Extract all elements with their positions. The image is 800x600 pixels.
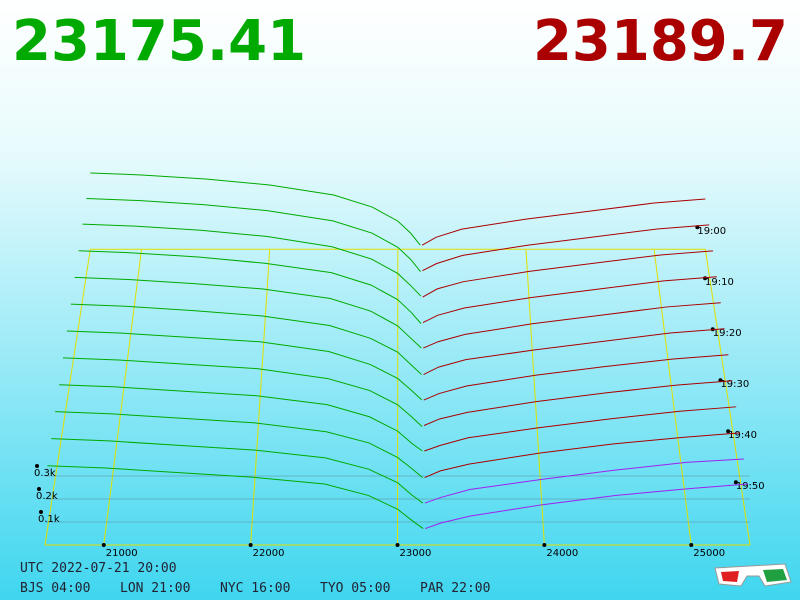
time-tick-label: 19:30 (720, 379, 749, 390)
x-tick-dot (395, 543, 400, 547)
grid-line (250, 249, 271, 546)
bid-depth-line (47, 465, 424, 529)
ask-depth-line (423, 328, 725, 376)
ask-depth-line (424, 432, 741, 479)
green-lens (763, 569, 787, 582)
glasses-button[interactable] (714, 563, 792, 587)
y-tick-dot (39, 510, 43, 514)
bid-price: 23175.41 (12, 9, 306, 74)
bid-depth-line (82, 223, 422, 297)
grid-line (525, 249, 545, 546)
ask-depth-line (422, 250, 714, 298)
y-tick-dot (37, 487, 41, 491)
time-tick-label: 19:50 (736, 481, 765, 492)
ask-depth-line (422, 224, 710, 272)
ask-depth-line (421, 198, 706, 246)
zone-time: NYC 16:00 (220, 581, 290, 596)
grid-line (653, 249, 692, 546)
x-tick-dot (248, 543, 253, 547)
bid-depth-line (86, 198, 421, 272)
plot: 21000 22000 23000 24000 25000 19:00 19:10 19:20… (34, 172, 765, 559)
bid-depth-line (70, 303, 422, 375)
time-tick-label: 19:00 (697, 226, 726, 237)
bid-depth-line (55, 411, 423, 478)
time-tick-dot (733, 480, 738, 485)
time-tick-label: 19:10 (705, 277, 734, 288)
bid-depth-line (78, 250, 422, 324)
bid-depth-line (74, 276, 422, 349)
bid-depth-line (90, 172, 421, 246)
y-tick-dot (35, 464, 39, 468)
x-tick-label: 25000 (693, 548, 725, 559)
x-tick-label: 23000 (400, 548, 432, 559)
x-tick-label: 21000 (106, 548, 138, 559)
bid-depth-line (66, 330, 423, 401)
red-lens (721, 571, 739, 582)
time-tick-dot (726, 429, 731, 434)
time-tick-label: 19:20 (713, 328, 742, 339)
floor-edge (704, 249, 751, 546)
zone-time: PAR 22:00 (420, 581, 490, 596)
time-tick-label: 19:40 (728, 430, 757, 441)
zone-time: BJS 04:00 (20, 581, 90, 596)
x-tick-label: 24000 (546, 548, 578, 559)
x-tick-label: 22000 (253, 548, 285, 559)
x-tick-dot (101, 543, 106, 547)
bid-depth-line (59, 384, 423, 452)
ask-depth-line (423, 302, 721, 349)
grid-line (103, 249, 143, 546)
floor-edge (44, 249, 91, 546)
ask-depth-line (424, 406, 737, 452)
bid-depth-line (51, 438, 424, 504)
ask-depth-line (424, 458, 744, 504)
utc-time: UTC 2022-07-21 20:00 (20, 561, 177, 576)
zone-time: LON 21:00 (120, 581, 190, 596)
ask-depth-line (423, 380, 733, 426)
y-tick-label: 0.3k (34, 468, 56, 479)
y-tick-label: 0.2k (36, 491, 58, 502)
x-tick-dot (542, 543, 547, 547)
ask-depth-line (425, 483, 748, 530)
ask-price: 23189.7 (533, 9, 788, 74)
x-tick-dot (689, 543, 694, 547)
bid-depth-line (62, 357, 423, 427)
y-tick-label: 0.1k (38, 514, 60, 525)
ask-depth-line (422, 276, 717, 324)
zone-time: TYO 05:00 (320, 581, 390, 596)
ask-depth-line (423, 354, 729, 401)
